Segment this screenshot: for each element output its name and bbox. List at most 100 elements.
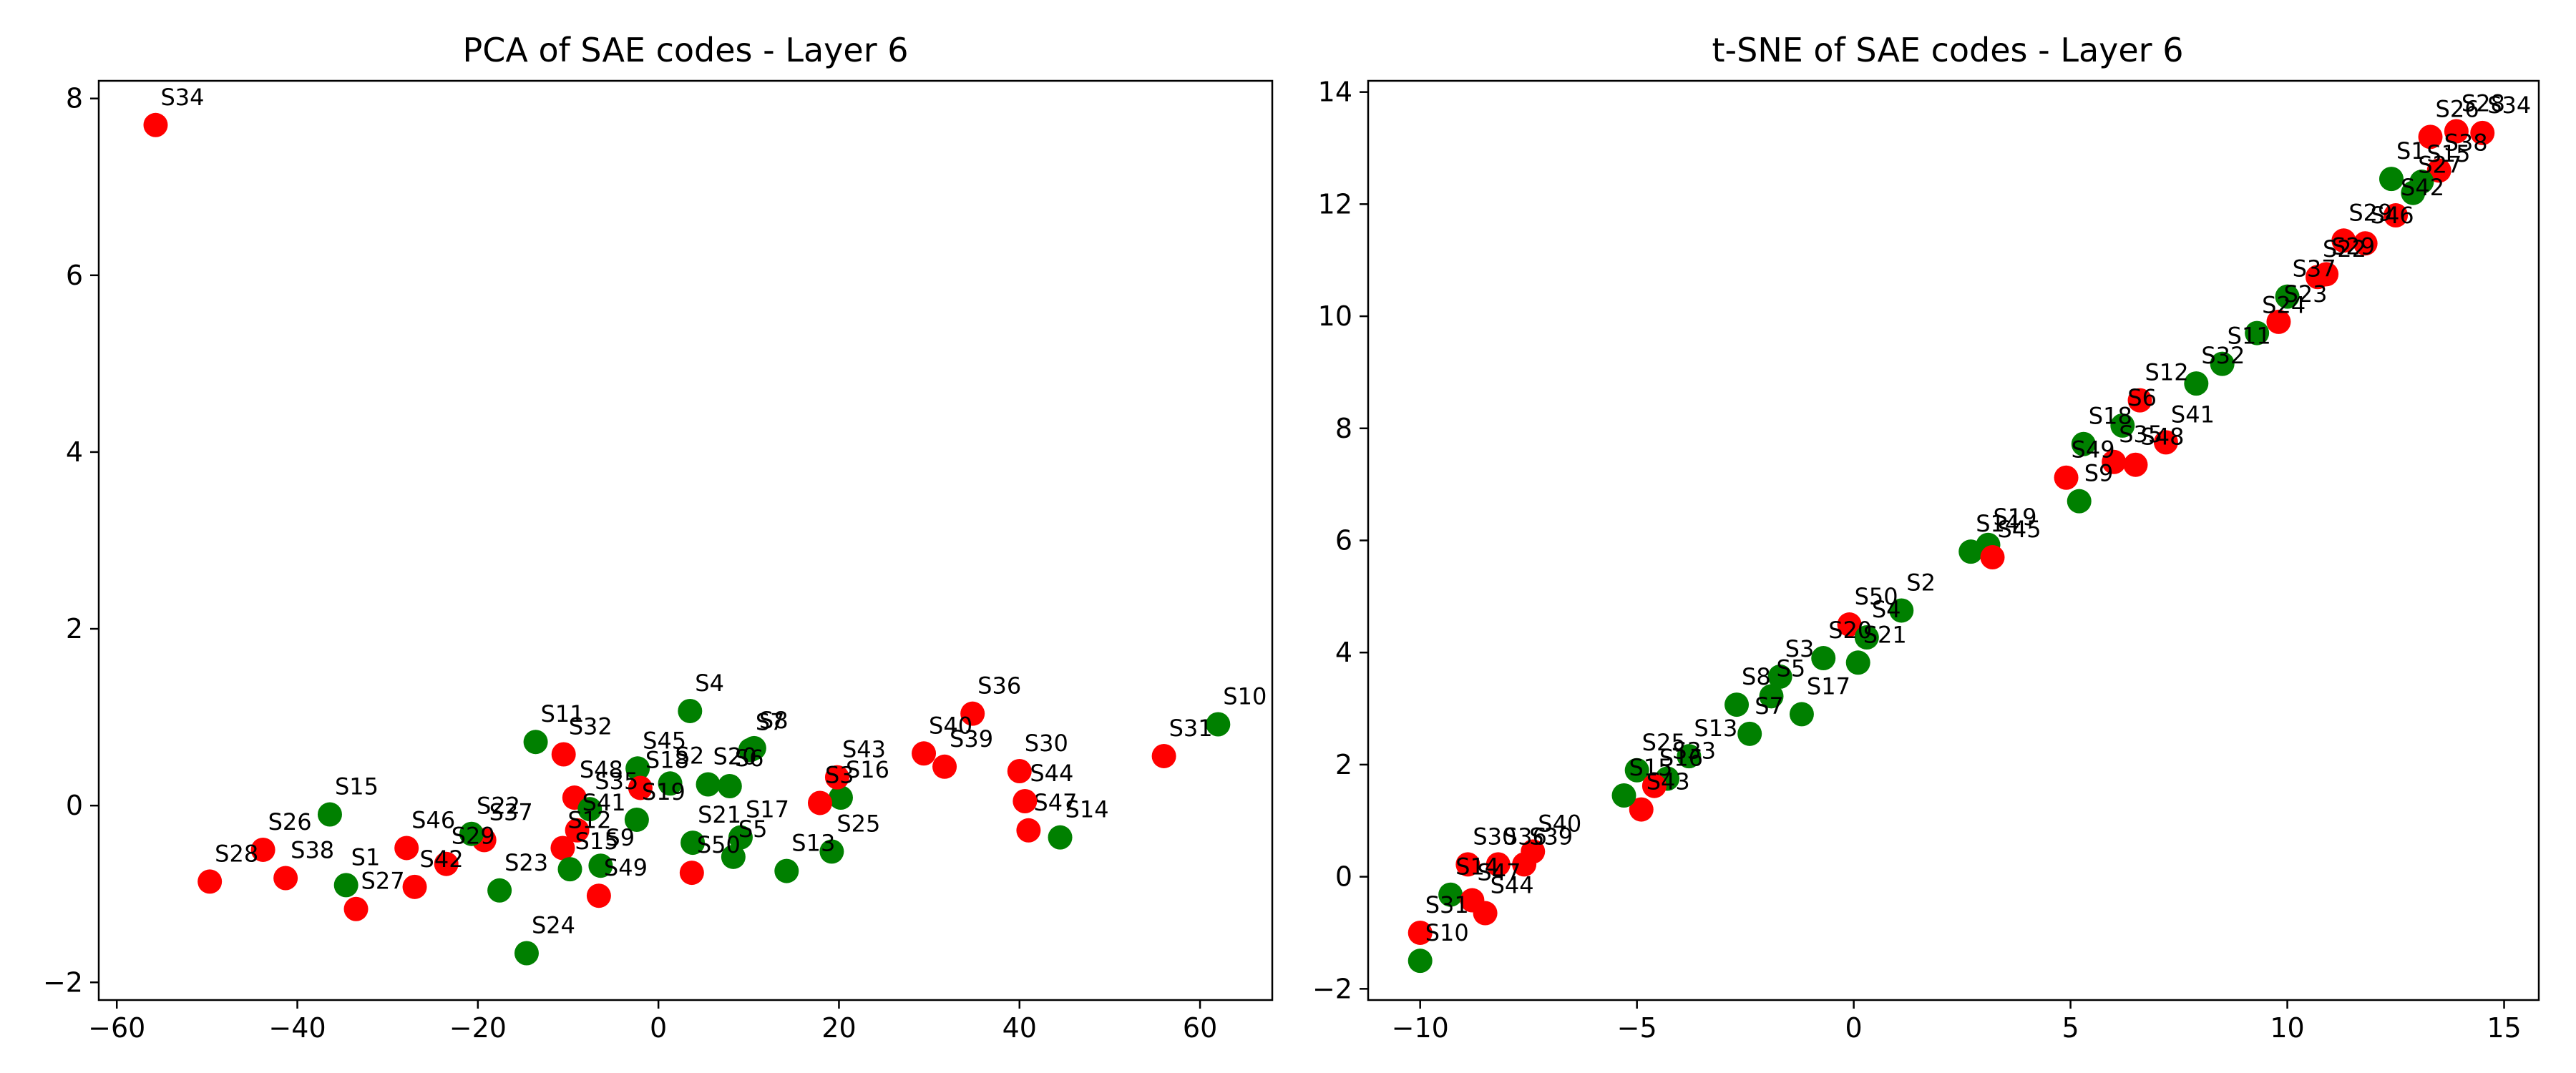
- data-point: [2153, 430, 2178, 455]
- point-label: S23: [504, 849, 548, 876]
- data-point: [1473, 901, 1498, 926]
- x-tick-label: 0: [650, 1012, 667, 1044]
- point-label: S28: [215, 840, 258, 867]
- data-point: [828, 785, 853, 810]
- point-label: S41: [2171, 401, 2215, 428]
- point-label: S47: [1033, 789, 1077, 816]
- point-label: S40: [1538, 810, 1581, 837]
- data-point: [717, 773, 742, 798]
- data-point: [2305, 265, 2330, 290]
- point-label: S13: [1694, 715, 1737, 742]
- point-label: S13: [791, 830, 835, 857]
- data-point: [1677, 744, 1702, 769]
- data-point: [577, 797, 602, 822]
- point-label: S42: [2401, 174, 2444, 201]
- point-label: S45: [643, 727, 686, 754]
- tsne-chart-panel: t-SNE of SAE codes - Layer 6 −10 −5 0 5 10 15…: [1312, 31, 2540, 1044]
- data-point: [1641, 773, 1667, 798]
- data-point: [1811, 646, 1836, 671]
- point-label: S6: [735, 745, 764, 772]
- data-point: [1624, 758, 1649, 783]
- data-point: [2401, 180, 2426, 205]
- data-point: [2102, 449, 2127, 474]
- point-label: S29: [2331, 232, 2375, 260]
- data-point: [459, 821, 484, 846]
- point-label: S9: [2084, 460, 2114, 487]
- data-point: [2110, 413, 2135, 438]
- point-label: S24: [532, 912, 575, 939]
- pca-plot-frame: [97, 79, 1274, 1001]
- point-label: S9: [605, 824, 635, 851]
- y-tick-label: 10: [1318, 300, 1352, 332]
- point-label: S5: [1777, 655, 1806, 682]
- point-label: S39: [1529, 823, 1573, 850]
- point-label: S38: [2444, 129, 2488, 156]
- y-tick-label: 0: [1335, 861, 1352, 893]
- data-point: [2444, 119, 2469, 144]
- point-label: S7: [756, 708, 785, 735]
- x-tick-label: 10: [2270, 1012, 2304, 1044]
- point-label: S19: [642, 778, 686, 805]
- x-tick-label: 20: [821, 1012, 856, 1044]
- point-label: S20: [713, 743, 757, 770]
- point-label: S1: [2396, 137, 2426, 165]
- y-tick-label: 12: [1318, 188, 1352, 220]
- point-label: S20: [1828, 617, 1872, 644]
- point-label: S44: [1491, 872, 1534, 899]
- data-point: [679, 861, 704, 886]
- point-label: S47: [1477, 859, 1521, 886]
- point-label: S25: [836, 810, 880, 837]
- point-label: S48: [2140, 423, 2184, 451]
- point-label: S5: [738, 815, 768, 843]
- point-label: S2: [1906, 569, 1936, 596]
- point-label: S32: [2201, 342, 2245, 369]
- data-point: [557, 857, 582, 882]
- y-tick-label: 4: [66, 436, 83, 468]
- y-tick-label: 0: [66, 790, 83, 821]
- data-point: [394, 836, 419, 861]
- data-point: [774, 858, 799, 883]
- data-point: [2418, 124, 2443, 150]
- point-label: S43: [842, 736, 886, 763]
- x-tick-label: −10: [1392, 1012, 1449, 1044]
- data-point: [624, 807, 649, 832]
- data-point: [197, 869, 223, 894]
- point-label: S6: [2127, 384, 2157, 411]
- point-label: S48: [580, 756, 623, 783]
- data-point: [1845, 650, 1870, 675]
- point-label: S3: [1785, 635, 1815, 662]
- point-label: S41: [582, 789, 626, 816]
- point-label: S14: [1455, 853, 1499, 881]
- data-point: [2470, 120, 2495, 145]
- point-label: S10: [1223, 683, 1267, 710]
- x-tick-label: −5: [1617, 1012, 1657, 1044]
- data-point: [333, 873, 358, 898]
- point-label: S4: [695, 670, 724, 697]
- data-point: [317, 802, 342, 827]
- x-tick-label: 40: [1002, 1012, 1037, 1044]
- data-point: [721, 844, 746, 869]
- data-point: [250, 837, 275, 862]
- point-label: S27: [2418, 152, 2462, 179]
- point-label: S27: [361, 868, 405, 895]
- data-point: [625, 756, 650, 781]
- data-point: [912, 741, 937, 766]
- data-point: [2210, 351, 2235, 376]
- x-tick-label: 60: [1183, 1012, 1217, 1044]
- data-point: [1438, 882, 1463, 907]
- point-label: S49: [2072, 436, 2115, 464]
- data-point: [1611, 783, 1636, 808]
- y-tick-label: 6: [1335, 525, 1352, 557]
- pca-chart-title: PCA of SAE codes - Layer 6: [463, 31, 909, 69]
- point-label: S21: [1863, 621, 1907, 648]
- data-point: [343, 896, 369, 921]
- data-point: [487, 878, 512, 903]
- data-point: [628, 775, 653, 800]
- point-label: S2: [675, 742, 705, 769]
- data-point: [1048, 825, 1073, 850]
- data-point: [2353, 231, 2378, 256]
- data-point: [1007, 758, 1032, 783]
- data-point: [678, 698, 703, 723]
- point-label: S15: [1629, 754, 1672, 781]
